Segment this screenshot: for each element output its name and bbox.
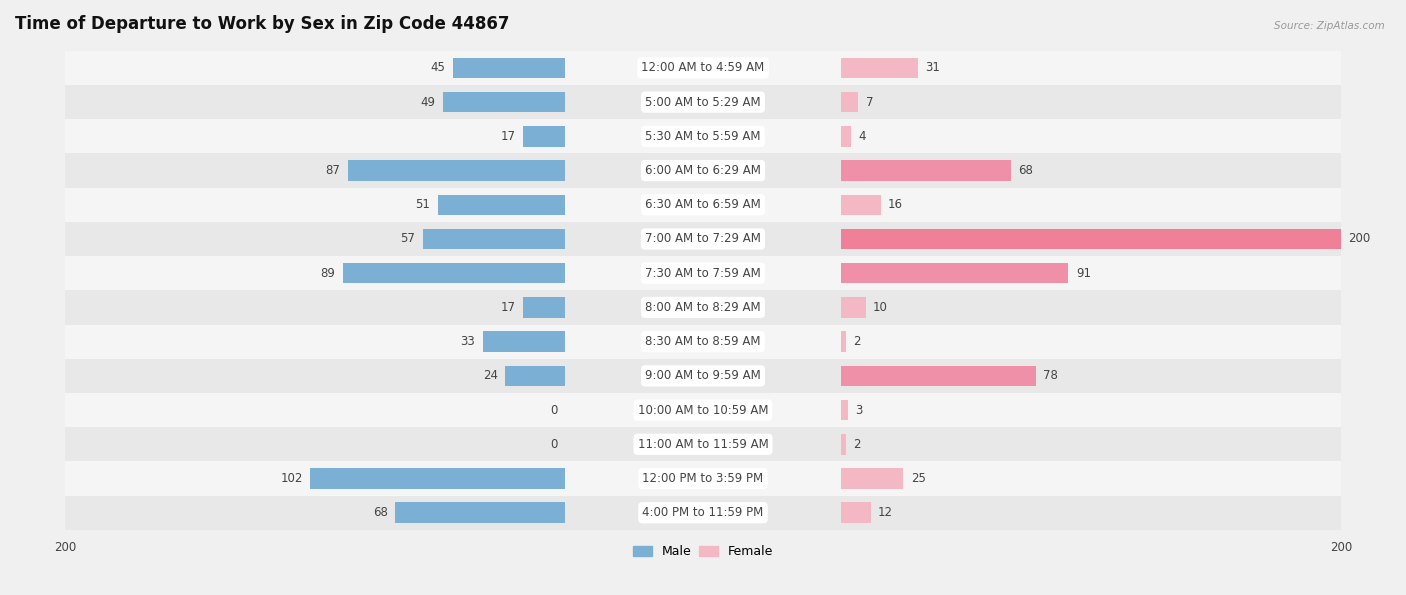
Bar (482, 331, 565, 352)
Bar (841, 92, 858, 112)
Text: 12:00 AM to 4:59 AM: 12:00 AM to 4:59 AM (641, 61, 765, 74)
Text: 6:00 AM to 6:29 AM: 6:00 AM to 6:29 AM (645, 164, 761, 177)
Text: 25: 25 (911, 472, 925, 485)
Text: 9:00 AM to 9:59 AM: 9:00 AM to 9:59 AM (645, 369, 761, 383)
Bar (65, 256, 1341, 290)
Bar (65, 427, 1341, 461)
Bar (841, 468, 903, 488)
Bar (311, 468, 565, 488)
Bar (65, 187, 1341, 222)
Text: 10:00 AM to 10:59 AM: 10:00 AM to 10:59 AM (638, 403, 768, 416)
Bar (453, 58, 565, 78)
Bar (841, 502, 870, 523)
Text: 5:30 AM to 5:59 AM: 5:30 AM to 5:59 AM (645, 130, 761, 143)
Bar (523, 297, 565, 318)
Text: 8:30 AM to 8:59 AM: 8:30 AM to 8:59 AM (645, 335, 761, 348)
Bar (443, 92, 565, 112)
Text: 51: 51 (415, 198, 430, 211)
Bar (65, 51, 1341, 85)
Text: 0: 0 (551, 403, 558, 416)
Text: 78: 78 (1043, 369, 1059, 383)
Bar (65, 393, 1341, 427)
Bar (65, 154, 1341, 187)
Text: 7:00 AM to 7:29 AM: 7:00 AM to 7:29 AM (645, 233, 761, 246)
Text: 68: 68 (373, 506, 388, 519)
Text: 2: 2 (853, 335, 860, 348)
Bar (437, 195, 565, 215)
Bar (65, 496, 1341, 530)
Bar (343, 263, 565, 283)
Bar (841, 365, 1036, 386)
Text: 12: 12 (879, 506, 893, 519)
Text: 87: 87 (325, 164, 340, 177)
Bar (65, 461, 1341, 496)
Text: 4:00 PM to 11:59 PM: 4:00 PM to 11:59 PM (643, 506, 763, 519)
Text: 17: 17 (501, 301, 516, 314)
Bar (65, 85, 1341, 119)
Text: 11:00 AM to 11:59 AM: 11:00 AM to 11:59 AM (638, 438, 768, 451)
Bar (395, 502, 565, 523)
Text: 33: 33 (461, 335, 475, 348)
Bar (65, 359, 1341, 393)
Text: 49: 49 (420, 96, 436, 109)
Bar (841, 228, 1341, 249)
Bar (841, 126, 851, 146)
Text: Time of Departure to Work by Sex in Zip Code 44867: Time of Departure to Work by Sex in Zip … (15, 15, 509, 33)
Text: Source: ZipAtlas.com: Source: ZipAtlas.com (1274, 21, 1385, 31)
Bar (347, 160, 565, 181)
Text: 0: 0 (551, 438, 558, 451)
Text: 2: 2 (853, 438, 860, 451)
Bar (841, 434, 845, 455)
Bar (841, 297, 866, 318)
Bar (505, 365, 565, 386)
Text: 6:30 AM to 6:59 AM: 6:30 AM to 6:59 AM (645, 198, 761, 211)
Text: 8:00 AM to 8:29 AM: 8:00 AM to 8:29 AM (645, 301, 761, 314)
Text: 12:00 PM to 3:59 PM: 12:00 PM to 3:59 PM (643, 472, 763, 485)
Bar (841, 160, 1011, 181)
Bar (841, 263, 1069, 283)
Bar (65, 290, 1341, 324)
Bar (65, 222, 1341, 256)
Text: 89: 89 (321, 267, 335, 280)
Bar (841, 195, 880, 215)
Text: 16: 16 (889, 198, 903, 211)
Text: 31: 31 (925, 61, 941, 74)
Bar (841, 331, 845, 352)
Bar (841, 58, 918, 78)
Text: 7: 7 (866, 96, 873, 109)
Text: 17: 17 (501, 130, 516, 143)
Text: 68: 68 (1018, 164, 1033, 177)
Text: 4: 4 (858, 130, 866, 143)
Text: 5:00 AM to 5:29 AM: 5:00 AM to 5:29 AM (645, 96, 761, 109)
Bar (841, 400, 848, 420)
Text: 10: 10 (873, 301, 889, 314)
Bar (423, 228, 565, 249)
Text: 24: 24 (482, 369, 498, 383)
Text: 102: 102 (280, 472, 302, 485)
Legend: Male, Female: Male, Female (633, 545, 773, 558)
Text: 7:30 AM to 7:59 AM: 7:30 AM to 7:59 AM (645, 267, 761, 280)
Text: 200: 200 (1348, 233, 1371, 246)
Bar (65, 119, 1341, 154)
Bar (523, 126, 565, 146)
Text: 45: 45 (430, 61, 446, 74)
Bar (65, 324, 1341, 359)
Text: 3: 3 (856, 403, 863, 416)
Text: 57: 57 (401, 233, 415, 246)
Text: 91: 91 (1076, 267, 1091, 280)
